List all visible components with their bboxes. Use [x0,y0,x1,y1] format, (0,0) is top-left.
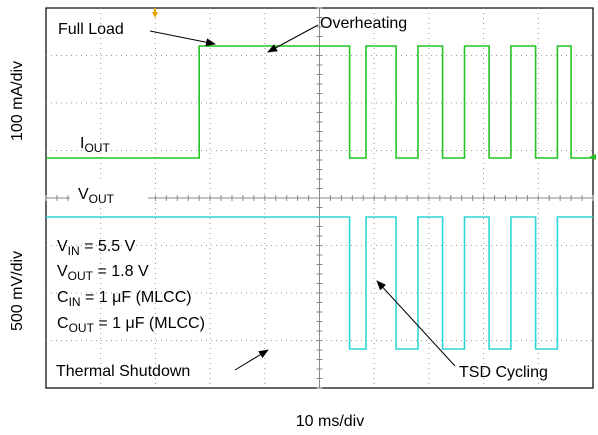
full-load-arrow [149,30,216,47]
vout-label-background [70,181,148,205]
x-axis-label: 10 ms/div [296,413,364,430]
condition-cin: CIN = 1 μF (MLCC) [57,289,192,309]
y-axis-label-current: 100 mA/div [9,61,26,141]
thermal-shutdown-annotation: Thermal Shutdown [56,363,190,380]
vout-trace-label: VOUT [78,186,115,206]
vout-trace [46,216,593,350]
iout-trace [46,45,593,159]
channel-marker [589,154,596,160]
overheating-arrow [267,24,319,53]
tsd-cycling-annotation: TSD Cycling [459,364,548,381]
condition-cout: COUT = 1 μF (MLCC) [57,315,205,335]
full-load-annotation: Full Load [58,21,124,38]
condition-vout: VOUT = 1.8 V [57,263,149,283]
iout-trace-label: IOUT [80,135,110,155]
tsd-cycling-arrow [376,280,456,367]
condition-vin: VIN = 5.5 V [57,238,136,258]
thermal-shutdown-arrow [234,349,269,371]
y-axis-label-voltage: 500 mV/div [9,251,26,331]
trigger-marker [152,8,158,18]
overheating-annotation: Overheating [320,15,407,32]
